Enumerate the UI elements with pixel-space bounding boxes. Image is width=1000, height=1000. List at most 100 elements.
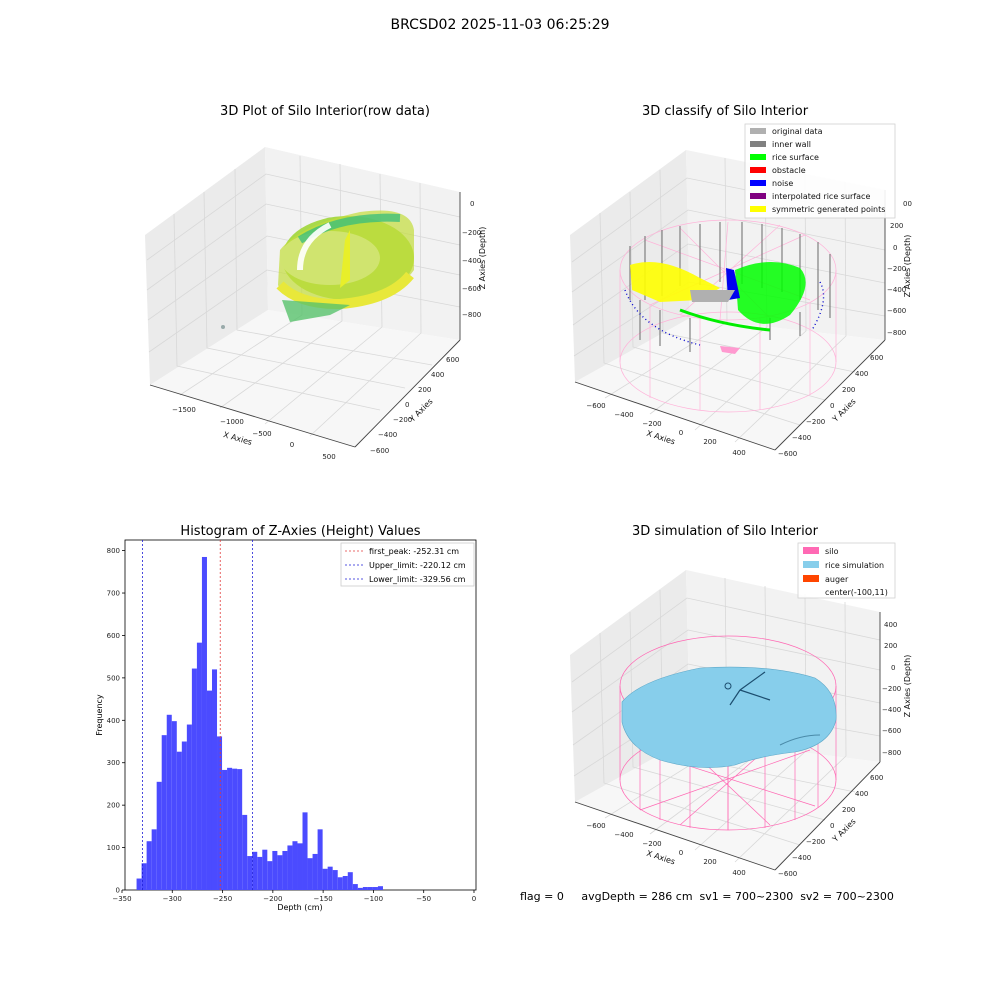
p2-xtick-5: 400	[732, 449, 745, 457]
legend-rice-surface: rice surface	[772, 153, 819, 162]
p1-ytick-5: 400	[431, 371, 444, 379]
p1-ytick-4: 200	[418, 386, 431, 394]
plot1-point-cloud	[221, 210, 414, 329]
p2-ytick-4: 200	[842, 386, 855, 394]
histogram-bar	[272, 850, 278, 890]
p4-xtick-2: −200	[642, 840, 661, 848]
p2-xtick-0: −600	[586, 402, 605, 410]
p1-ztick-2: −400	[462, 257, 481, 265]
histogram-bar	[191, 668, 197, 890]
p4-xlabel: X Axies	[645, 849, 676, 867]
p4-xtick-1: −400	[614, 831, 633, 839]
p4-xtick-3: 0	[679, 849, 683, 857]
p1-zlabel: Z Axies (Depth)	[478, 227, 487, 290]
histogram-bar	[347, 872, 353, 890]
p2-ytick-1: −400	[792, 434, 811, 442]
histogram-bar	[362, 887, 368, 890]
legend-swatch-rice-surface	[750, 154, 766, 160]
legend-silo: silo	[825, 547, 839, 556]
histogram-bar	[297, 843, 303, 890]
histogram-bar	[267, 861, 273, 890]
histogram-bar	[372, 887, 378, 890]
histogram-ytick-label: 300	[107, 759, 120, 767]
histogram-bar	[196, 642, 202, 890]
histogram-ytick-label: 500	[107, 674, 120, 682]
histogram-bar	[201, 556, 207, 890]
histogram-xtick-label: −100	[364, 895, 383, 903]
legend-upper-limit: Upper_limit: -220.12 cm	[369, 561, 466, 570]
legend-lower-limit: Lower_limit: -329.56 cm	[369, 575, 466, 584]
p2-zlabel: Z Axies (Depth)	[903, 235, 912, 298]
p2-xtick-1: −400	[614, 411, 633, 419]
histogram-bar	[307, 858, 313, 890]
histogram-yticks: 0 100 200 300 400 500 600 700 800	[107, 547, 125, 895]
p4-ytick-5: 400	[855, 790, 868, 798]
histogram-xtick-label: −50	[416, 895, 431, 903]
p4-ytick-0: −600	[778, 870, 797, 878]
p4-ztick-1: 200	[884, 642, 897, 650]
p1-ztick-4: −800	[462, 311, 481, 319]
legend-inner-wall: inner wall	[772, 140, 811, 149]
histogram-ytick-label: 400	[107, 717, 120, 725]
legend-swatch-auger	[803, 575, 819, 582]
p2-ztick-4: −600	[887, 307, 906, 315]
histogram-bar	[141, 863, 147, 890]
legend-swatch-original-data	[750, 128, 766, 134]
histogram-ylabel: Frequency	[95, 694, 104, 736]
legend-swatch-rice-simulation	[803, 561, 819, 568]
plot4-title: 3D simulation of Silo Interior	[632, 524, 818, 539]
p4-ztick-6: −800	[882, 749, 901, 757]
histogram-xtick-label: −150	[314, 895, 333, 903]
histogram-bar	[282, 850, 288, 890]
p1-ytick-3: 0	[405, 401, 409, 409]
histogram-bar	[287, 845, 293, 890]
histogram-ytick-label: 100	[107, 844, 120, 852]
p4-xtick-4: 200	[703, 858, 716, 866]
p1-xtick-4: 500	[322, 453, 335, 461]
plot4-rice-simulation	[621, 666, 837, 768]
legend-original-data: original data	[772, 127, 823, 136]
legend-swatch-silo	[803, 547, 819, 554]
histogram-bar	[176, 751, 182, 890]
histogram-ytick-label: 200	[107, 802, 120, 810]
p1-xtick-2: −500	[252, 430, 271, 438]
histogram-bar	[377, 886, 383, 890]
legend-symmetric: symmetric generated points	[772, 205, 885, 214]
histogram-bar	[292, 841, 298, 890]
p1-xtick-1: −1000	[220, 418, 244, 426]
plot2-classified-points	[624, 261, 825, 354]
legend-swatch-noise	[750, 180, 766, 186]
histogram-bar	[277, 855, 283, 890]
histogram-bar	[332, 870, 338, 890]
legend-center: center(-100,11)	[825, 588, 888, 597]
histogram-xtick-label: −350	[112, 895, 131, 903]
p4-ztick-3: −200	[882, 685, 901, 693]
p1-ytick-0: −600	[370, 447, 389, 455]
plot4-ticks: −600 −400 −200 0 200 400 −600 −400 −200 …	[586, 621, 901, 878]
p4-ztick-0: 400	[884, 621, 897, 629]
p2-ztick-3: −400	[887, 286, 906, 294]
p2-ztick-0: 200	[890, 222, 903, 230]
histogram-ytick-label: 0	[116, 887, 120, 895]
legend-swatch-symmetric	[750, 206, 766, 212]
legend-swatch-obstacle	[750, 167, 766, 173]
p2-ztick-1: 0	[893, 244, 897, 252]
histogram-xtick-label: −300	[163, 895, 182, 903]
p1-xtick-3: 0	[290, 441, 294, 449]
histogram-bar	[352, 884, 358, 890]
p1-xtick-0: −1500	[172, 406, 196, 414]
histogram-legend: first_peak: -252.31 cm Upper_limit: -220…	[340, 542, 475, 587]
histogram-bar	[156, 781, 162, 890]
p2-ytick-0: −600	[778, 450, 797, 458]
p2-xtick-4: 200	[703, 438, 716, 446]
histogram-bar	[262, 849, 268, 890]
p2-ztick-5: −800	[887, 329, 906, 337]
p2-xtick-2: −200	[642, 420, 661, 428]
histogram-ytick-label: 700	[107, 590, 120, 598]
p4-ytick-1: −400	[792, 854, 811, 862]
plot1-axes	[149, 192, 461, 448]
